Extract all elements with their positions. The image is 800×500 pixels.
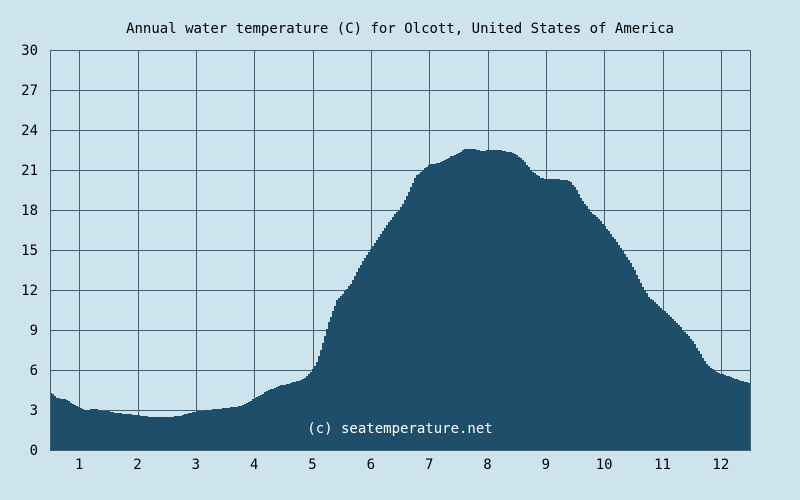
y-tick-label: 3 — [30, 403, 38, 419]
y-tick-label: 18 — [21, 203, 38, 219]
y-tick-label: 15 — [21, 243, 38, 259]
x-tick-label: 3 — [192, 457, 200, 473]
watermark-annotation: (c) seatemperature.net — [307, 421, 492, 437]
chart-title: Annual water temperature (C) for Olcott,… — [126, 21, 674, 37]
y-tick-label: 0 — [30, 443, 38, 459]
plot-border — [50, 50, 751, 451]
x-tick-label: 6 — [367, 457, 375, 473]
x-tick-label: 10 — [596, 457, 613, 473]
y-tick-label: 30 — [21, 43, 38, 59]
x-tick-label: 1 — [75, 457, 83, 473]
area-series — [50, 149, 750, 450]
x-tick-label: 9 — [542, 457, 550, 473]
x-tick-labels: 1 2 3 4 5 6 7 8 9 10 11 12 — [75, 457, 729, 473]
y-tick-label: 9 — [30, 323, 38, 339]
y-tick-label: 12 — [21, 283, 38, 299]
y-tick-label: 6 — [30, 363, 38, 379]
area-series-fill — [50, 149, 750, 450]
y-tick-labels: 0 3 6 9 12 15 18 21 24 27 30 — [21, 43, 38, 459]
y-tick-label: 21 — [21, 163, 38, 179]
x-tick-label: 5 — [308, 457, 316, 473]
y-tick-label: 24 — [21, 123, 38, 139]
y-tick-label: 27 — [21, 83, 38, 99]
x-tick-label: 2 — [133, 457, 141, 473]
x-tick-label: 11 — [654, 457, 671, 473]
x-tick-label: 7 — [425, 457, 433, 473]
x-tick-label: 4 — [250, 457, 258, 473]
x-tick-label: 8 — [483, 457, 491, 473]
x-tick-label: 12 — [712, 457, 729, 473]
